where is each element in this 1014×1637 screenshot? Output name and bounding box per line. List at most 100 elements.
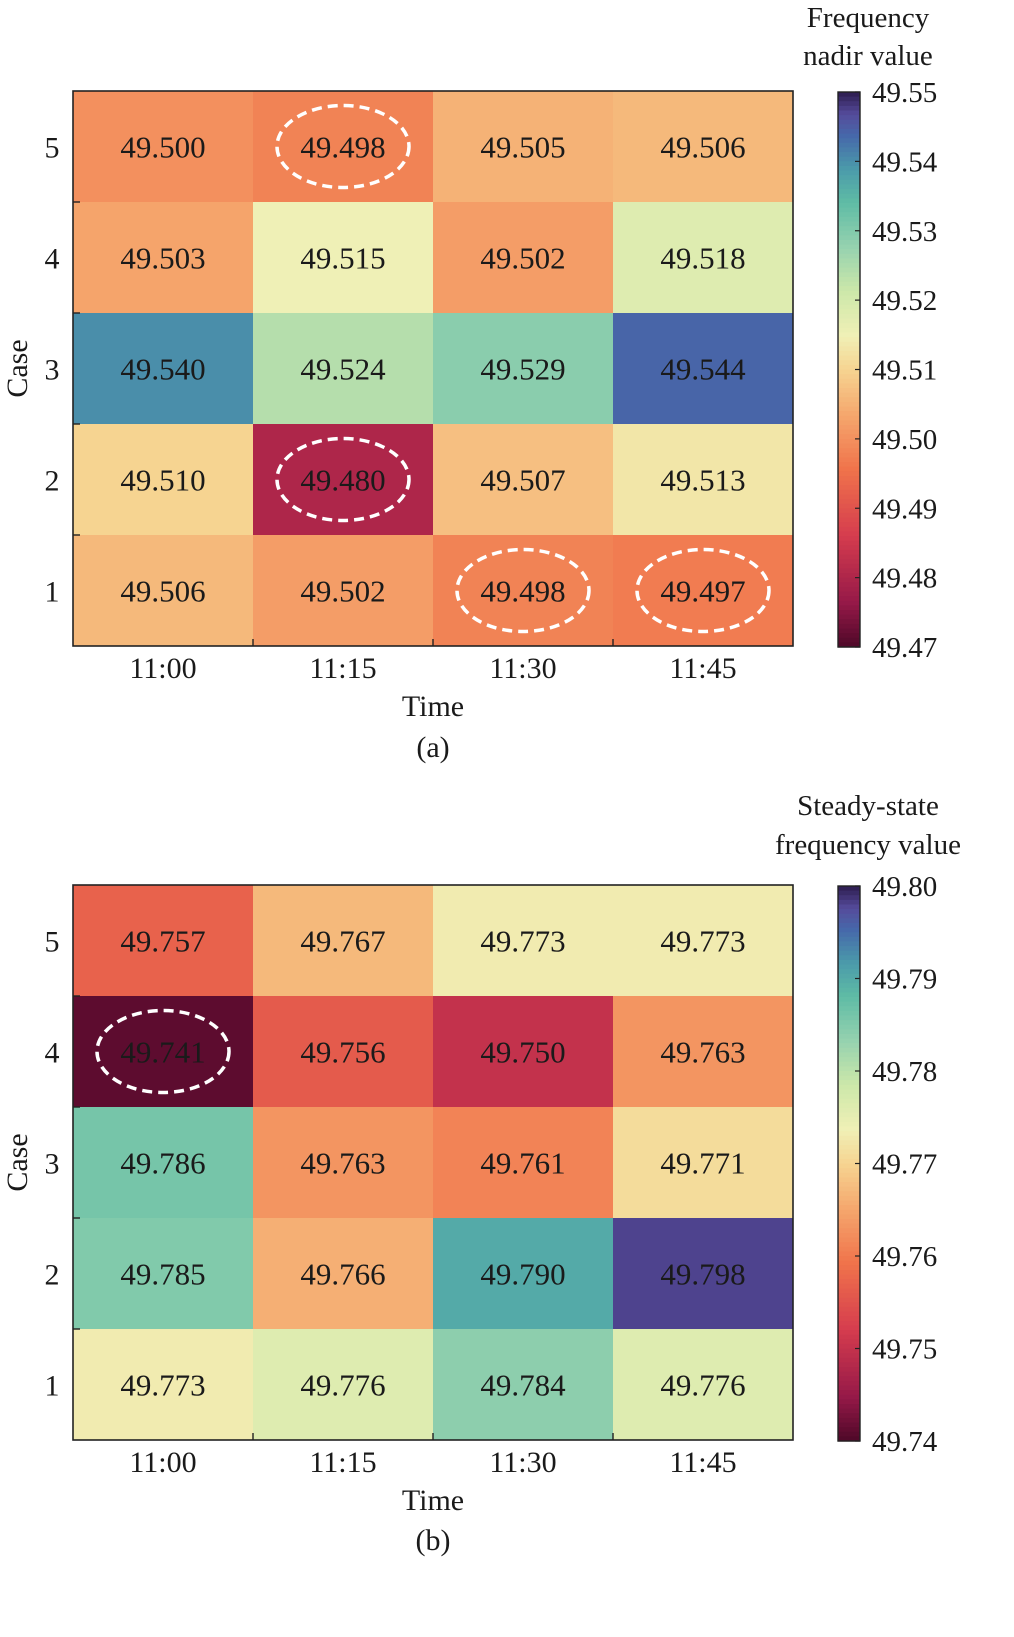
panel-b-colorbar-segment [838, 1158, 860, 1165]
panel-b-cell-case3-1115 [253, 1107, 433, 1218]
panel-a-colorbar-segment [838, 420, 860, 426]
panel-a-colorbar-tick-label: 49.49 [872, 493, 937, 525]
panel-a-colorbar-segment [838, 536, 860, 542]
panel-b-colorbar-segment [838, 1394, 860, 1400]
panel-a-colorbar-segment [838, 494, 860, 500]
panel-b-colorbar-segment [838, 1066, 860, 1072]
panel-a-colorbar-title: nadir value [803, 40, 933, 72]
panel-b-colorbar-segment [838, 1242, 860, 1248]
panel-b-cell-value-label: 49.786 [120, 1146, 205, 1181]
panel-a-colorbar-segment [838, 591, 860, 597]
panel-b-colorbar-segment [838, 1219, 860, 1225]
panel-b-colorbar-segment [838, 1339, 860, 1345]
panel-b-cell-value-label: 49.776 [660, 1368, 745, 1403]
panel-a-colorbar-segment [838, 156, 860, 162]
panel-a-colorbar-segment [838, 253, 860, 260]
panel-b-colorbar-segment [838, 1293, 860, 1299]
panel-b-colorbar-segment [838, 1038, 860, 1044]
panel-a-cell-value-label: 49.505 [480, 130, 565, 165]
panel-b-colorbar-segment [838, 1186, 860, 1192]
panel-a-xaxis-label: Time [402, 690, 464, 723]
panel-a-cell-value-label: 49.540 [120, 352, 205, 387]
panel-a-colorbar-segment [838, 295, 860, 301]
panel-a-cell-case2-1100 [73, 424, 253, 535]
panel-b-colorbar-segment [838, 1209, 860, 1215]
panel-a-colorbar-segment [838, 133, 860, 139]
panel-a-colorbar-segment [838, 499, 860, 505]
panel-b-colorbar-segment [838, 992, 860, 998]
panel-a-colorbar-segment [838, 610, 860, 616]
panel-b-cell-value-label: 49.767 [300, 924, 385, 959]
panel-a-colorbar-tick-label: 49.47 [872, 632, 937, 664]
panel-a-colorbar-segment [838, 249, 860, 255]
panel-a-colorbar-segment [838, 138, 860, 144]
panel-b-colorbar-segment [838, 927, 860, 933]
panel-b-colorbar-segment [838, 1020, 860, 1026]
panel-b-colorbar-tick-label: 49.75 [872, 1334, 937, 1366]
panel-a-colorbar-segment [838, 355, 860, 361]
panel-a-colorbar-segment [838, 540, 860, 546]
panel-b-panel-label: (b) [416, 1524, 451, 1557]
panel-b-cell-value-label: 49.798 [660, 1257, 745, 1292]
panel-a-colorbar-segment [838, 425, 860, 431]
panel-b-colorbar-segment [838, 918, 860, 924]
panel-a-colorbar-segment [838, 633, 860, 639]
panel-a-colorbar-tick-label: 49.48 [872, 563, 937, 595]
panel-a-cell-case4-1115 [253, 202, 433, 313]
panel-b-colorbar-segment [838, 983, 860, 989]
panel-b-colorbar-segment [838, 1232, 860, 1239]
panel-b-colorbar-segment [838, 1274, 860, 1280]
panel-b-cell-value-label: 49.773 [480, 924, 565, 959]
panel-a-cell-value-label: 49.515 [300, 241, 385, 276]
panel-a-colorbar-segment [838, 397, 860, 403]
panel-b-colorbar-segment [838, 1071, 860, 1077]
panel-b-colorbar-segment [838, 1015, 860, 1021]
panel-a-colorbar-segment [838, 96, 860, 102]
panel-b-colorbar-segment [838, 1214, 860, 1220]
panel-b-colorbar-tick-label: 49.76 [872, 1241, 937, 1273]
panel-a-colorbar-segment [838, 364, 860, 371]
panel-b-colorbar-segment [838, 1325, 860, 1331]
panel-b-colorbar-segment [838, 1228, 860, 1234]
panel-a-colorbar-segment [838, 522, 860, 528]
panel-b-colorbar-segment [838, 1057, 860, 1063]
panel-b-colorbar-segment [838, 1172, 860, 1178]
panel-a-colorbar-segment [838, 512, 860, 519]
panel-b-cell-value-label: 49.757 [120, 924, 205, 959]
panel-b-colorbar-segment [838, 1145, 860, 1151]
panel-a-colorbar-segment [838, 582, 860, 588]
panel-b-cell-value-label: 49.750 [480, 1035, 565, 1070]
panel-b-cell-case4-1130 [433, 996, 613, 1107]
panel-b-colorbar-title: Steady-state [797, 790, 939, 822]
panel-a-colorbar-segment [838, 457, 860, 463]
panel-a-xtick-label: 11:30 [489, 652, 556, 685]
panel-b-cell-case3-1145 [613, 1107, 793, 1218]
panel-a-highlight-ellipse [635, 547, 771, 634]
panel-b-colorbar-segment [838, 1269, 860, 1276]
panel-b-colorbar-segment [838, 1413, 860, 1419]
panel-a-cell-value-label: 49.544 [660, 352, 746, 387]
panel-b-ytick-label: 3 [45, 1148, 60, 1181]
panel-b-colorbar-segment [838, 978, 860, 984]
panel-b-colorbar-segment [838, 1205, 860, 1211]
panel-a-cell-case5-1130 [433, 91, 613, 202]
panel-a-colorbar-segment [838, 392, 860, 398]
panel-a-colorbar-segment [838, 230, 860, 236]
panel-a-colorbar-segment [838, 438, 860, 445]
panel-b-colorbar-segment [838, 932, 860, 938]
panel-b-cell-value-label: 49.756 [300, 1035, 385, 1070]
panel-b-cell-case1-1145 [613, 1329, 793, 1440]
panel-a-cell-case1-1130 [433, 535, 613, 646]
panel-a-colorbar-segment [838, 235, 860, 241]
panel-a-cell-case5-1145 [613, 91, 793, 202]
panel-b-colorbar-segment [838, 1316, 860, 1322]
panel-b-xtick-label: 11:45 [669, 1446, 736, 1479]
panel-a-colorbar-title: Frequency [807, 2, 930, 34]
panel-a-colorbar-segment [838, 240, 860, 246]
panel-a-xtick-label: 11:45 [669, 652, 736, 685]
panel-b-colorbar-segment [838, 1399, 860, 1405]
panel-a-colorbar-segment [838, 549, 860, 556]
panel-a-colorbar-segment [838, 596, 860, 602]
panel-a-cell-case4-1100 [73, 202, 253, 313]
